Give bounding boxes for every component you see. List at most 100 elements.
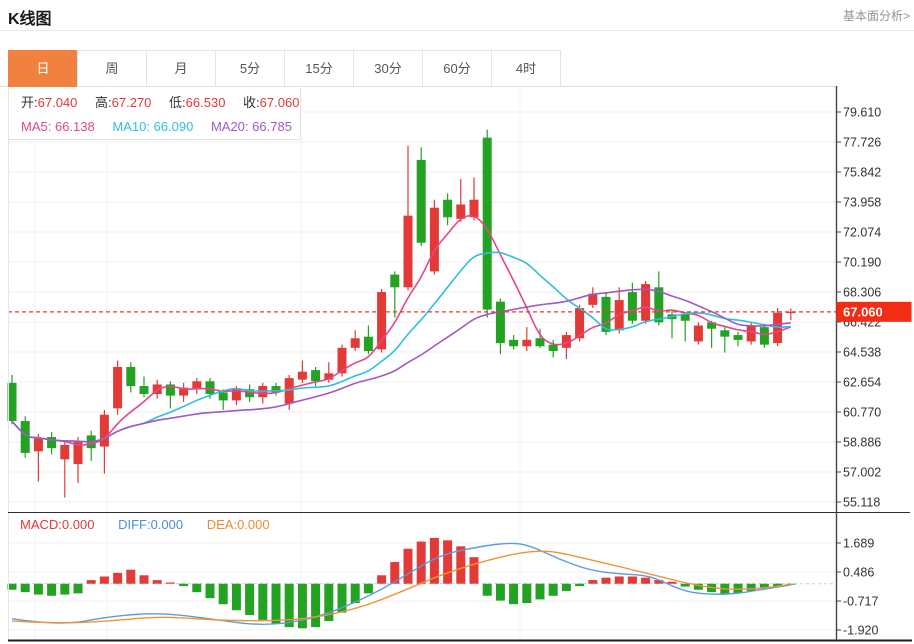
macd-bar[interactable] bbox=[667, 581, 677, 584]
macd-bar[interactable] bbox=[403, 548, 413, 584]
macd-bar[interactable] bbox=[99, 576, 109, 584]
candle[interactable] bbox=[509, 339, 519, 347]
macd-bar[interactable] bbox=[522, 583, 532, 604]
macd-bar[interactable] bbox=[575, 583, 585, 587]
candle[interactable] bbox=[575, 308, 585, 339]
tab-30min[interactable]: 30分 bbox=[353, 50, 423, 87]
macd-bar[interactable] bbox=[773, 583, 783, 587]
macd-bar[interactable] bbox=[33, 583, 43, 595]
candle[interactable] bbox=[482, 137, 492, 310]
candle[interactable] bbox=[350, 338, 360, 348]
macd-bar[interactable] bbox=[337, 583, 347, 613]
macd-bar[interactable] bbox=[324, 583, 334, 622]
macd-bar[interactable] bbox=[297, 583, 307, 629]
macd-bar[interactable] bbox=[469, 557, 479, 584]
candle[interactable] bbox=[429, 207, 439, 272]
macd-bar[interactable] bbox=[390, 562, 400, 584]
candle[interactable] bbox=[165, 384, 175, 396]
macd-bar[interactable] bbox=[641, 577, 651, 584]
macd-bar[interactable] bbox=[680, 583, 690, 587]
candle[interactable] bbox=[522, 339, 532, 347]
candle[interactable] bbox=[627, 292, 637, 321]
macd-bar[interactable] bbox=[614, 576, 624, 584]
macd-bar[interactable] bbox=[152, 580, 162, 584]
candle[interactable] bbox=[297, 371, 307, 380]
macd-bar[interactable] bbox=[60, 583, 70, 595]
candle[interactable] bbox=[337, 347, 347, 374]
macd-bar[interactable] bbox=[548, 583, 558, 596]
macd-bar[interactable] bbox=[495, 583, 505, 601]
candle[interactable] bbox=[495, 301, 505, 344]
macd-bar[interactable] bbox=[86, 580, 96, 584]
candle[interactable] bbox=[218, 392, 228, 401]
candle[interactable] bbox=[720, 330, 730, 337]
candle[interactable] bbox=[33, 438, 43, 452]
macd-bar[interactable] bbox=[245, 583, 255, 616]
tab-15min[interactable]: 15分 bbox=[284, 50, 354, 87]
candle[interactable] bbox=[205, 381, 215, 395]
candle[interactable] bbox=[99, 414, 109, 447]
macd-bar[interactable] bbox=[165, 582, 175, 584]
macd-bar[interactable] bbox=[73, 583, 83, 594]
candle[interactable] bbox=[139, 386, 149, 395]
tab-60min[interactable]: 60分 bbox=[422, 50, 492, 87]
candle[interactable] bbox=[231, 389, 241, 401]
candle[interactable] bbox=[311, 370, 321, 382]
candle[interactable] bbox=[390, 274, 400, 288]
macd-bar[interactable] bbox=[693, 583, 703, 590]
macd-bar[interactable] bbox=[192, 583, 202, 593]
macd-bar[interactable] bbox=[271, 583, 281, 624]
macd-bar[interactable] bbox=[350, 583, 360, 604]
macd-bar[interactable] bbox=[284, 583, 294, 628]
candle[interactable] bbox=[548, 344, 558, 352]
macd-bar[interactable] bbox=[205, 583, 215, 599]
macd-bar[interactable] bbox=[179, 583, 189, 587]
macd-bar[interactable] bbox=[429, 537, 439, 584]
macd-bar[interactable] bbox=[311, 583, 321, 628]
macd-bar[interactable] bbox=[509, 583, 519, 605]
candle[interactable] bbox=[535, 338, 545, 347]
fundamental-analysis-link[interactable]: 基本面分析> bbox=[842, 9, 910, 23]
candle[interactable] bbox=[245, 389, 255, 398]
macd-bar[interactable] bbox=[456, 546, 466, 584]
candle[interactable] bbox=[60, 444, 70, 460]
candle[interactable] bbox=[324, 373, 334, 380]
macd-bar[interactable] bbox=[482, 583, 492, 596]
candle[interactable] bbox=[707, 322, 717, 329]
tab-4hour[interactable]: 4时 bbox=[491, 50, 561, 87]
macd-bar[interactable] bbox=[363, 583, 373, 594]
macd-bar[interactable] bbox=[746, 583, 756, 591]
macd-bar[interactable] bbox=[601, 577, 611, 584]
macd-layer[interactable] bbox=[7, 537, 837, 629]
candle[interactable] bbox=[561, 335, 571, 348]
candle[interactable] bbox=[654, 287, 664, 323]
macd-bar[interactable] bbox=[561, 583, 571, 591]
macd-bar[interactable] bbox=[218, 583, 228, 605]
candle[interactable] bbox=[192, 381, 202, 390]
macd-bar[interactable] bbox=[7, 583, 17, 590]
macd-bar[interactable] bbox=[231, 583, 241, 611]
tab-week[interactable]: 周 bbox=[77, 50, 147, 87]
macd-bar[interactable] bbox=[759, 583, 769, 589]
candle[interactable] bbox=[443, 199, 453, 218]
candle[interactable] bbox=[746, 325, 756, 342]
candle[interactable] bbox=[284, 378, 294, 404]
candle[interactable] bbox=[20, 421, 30, 453]
candle[interactable] bbox=[759, 327, 769, 345]
candle[interactable] bbox=[456, 204, 466, 219]
macd-bar[interactable] bbox=[377, 575, 387, 584]
macd-bar[interactable] bbox=[113, 572, 123, 584]
candle[interactable] bbox=[47, 437, 57, 449]
candle[interactable] bbox=[469, 199, 479, 218]
candle[interactable] bbox=[126, 366, 136, 387]
macd-bar[interactable] bbox=[786, 583, 796, 585]
candle[interactable] bbox=[733, 335, 743, 340]
candle[interactable] bbox=[588, 293, 598, 305]
candle[interactable] bbox=[773, 312, 783, 344]
candle[interactable] bbox=[271, 386, 281, 393]
candle[interactable] bbox=[641, 284, 651, 321]
candle[interactable] bbox=[73, 441, 83, 465]
candle[interactable] bbox=[693, 325, 703, 342]
macd-bar[interactable] bbox=[20, 583, 30, 593]
